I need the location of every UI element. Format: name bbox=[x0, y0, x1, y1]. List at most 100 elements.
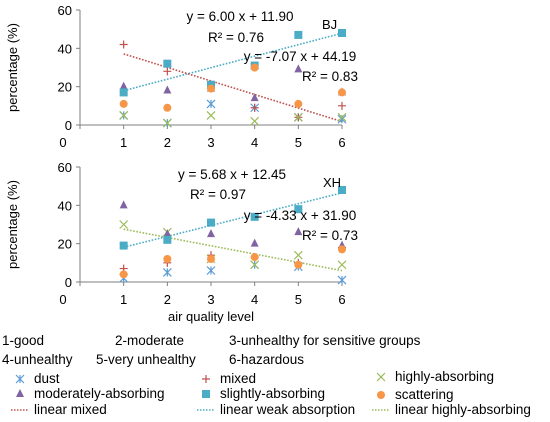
legend-item-scattering: scattering bbox=[377, 387, 454, 402]
legend-label: scattering bbox=[395, 387, 454, 402]
point-scattering bbox=[250, 253, 259, 262]
legend-label: linear weak absorption bbox=[220, 402, 355, 417]
x-tick-label: 0 bbox=[59, 292, 66, 307]
x-tick-label: 6 bbox=[338, 292, 345, 307]
y-tick-label: 40 bbox=[58, 198, 72, 213]
series-mixed bbox=[119, 243, 346, 273]
legend-item-mixed: mixed bbox=[202, 371, 256, 386]
trend-r2: R² = 0.73 bbox=[302, 228, 358, 243]
point-highly-absorbing bbox=[250, 260, 260, 270]
trendline-linear-weak-absorption bbox=[123, 32, 343, 92]
point-slightly-absorbing bbox=[250, 212, 259, 221]
level-legend-item: 4-unhealthy bbox=[2, 352, 73, 367]
legend-label: highly-absorbing bbox=[395, 369, 494, 384]
point-highly-absorbing bbox=[119, 110, 129, 120]
point-dust bbox=[206, 99, 216, 109]
trend-equation: y = -7.07 x + 44.19 bbox=[244, 49, 357, 64]
point-moderately-absorbing bbox=[207, 229, 215, 238]
point-highly-absorbing bbox=[162, 118, 172, 128]
legend-label: dust bbox=[34, 371, 60, 386]
legend-marker bbox=[15, 374, 25, 384]
series-scattering bbox=[119, 245, 346, 279]
point-slightly-absorbing bbox=[163, 59, 172, 68]
series-slightly-absorbing bbox=[119, 186, 346, 250]
trend-equation: y = -4.33 x + 31.90 bbox=[244, 208, 357, 223]
point-slightly-absorbing bbox=[338, 186, 346, 194]
point-moderately-absorbing bbox=[119, 200, 128, 209]
y-tick-label: 0 bbox=[65, 275, 72, 290]
point-moderately-absorbing bbox=[250, 93, 259, 102]
legend-marker bbox=[377, 391, 385, 399]
legend: 1-good 2-moderate 3-unhealthy for sensitiv… bbox=[2, 333, 531, 417]
x-tick-label: 3 bbox=[207, 135, 214, 150]
point-highly-absorbing bbox=[293, 250, 303, 260]
x-tick-label: 2 bbox=[164, 135, 171, 150]
point-slightly-absorbing bbox=[119, 88, 128, 97]
point-highly-absorbing bbox=[337, 260, 347, 270]
level-legend-item: 1-good bbox=[2, 333, 44, 348]
point-mixed bbox=[163, 67, 172, 76]
series-dust bbox=[119, 99, 347, 128]
point-scattering bbox=[207, 255, 215, 263]
y-tick-label: 20 bbox=[58, 237, 72, 252]
legend-item-linear-weak-absorption: linear weak absorption bbox=[197, 402, 355, 417]
point-highly-absorbing bbox=[293, 112, 303, 122]
legend-marker bbox=[376, 372, 386, 382]
point-scattering bbox=[338, 88, 346, 97]
trend-equation: y = 5.68 x + 12.45 bbox=[178, 167, 286, 182]
trend-r2: R² = 0.97 bbox=[190, 187, 246, 202]
point-slightly-absorbing bbox=[294, 30, 303, 39]
point-scattering bbox=[119, 270, 128, 279]
y-tick-label: 60 bbox=[58, 3, 72, 18]
x-tick-label: 5 bbox=[295, 135, 302, 150]
y-tick-label: 20 bbox=[58, 80, 72, 95]
trend-r2: R² = 0.83 bbox=[302, 69, 358, 84]
series-highly-absorbing bbox=[119, 110, 347, 128]
trend-equation: y = 6.00 x + 11.90 bbox=[186, 9, 293, 24]
y-tick-label: 40 bbox=[58, 41, 72, 56]
point-mixed bbox=[250, 103, 259, 112]
legend-label: linear mixed bbox=[34, 402, 107, 417]
point-slightly-absorbing bbox=[338, 29, 346, 37]
x-tick-label: 2 bbox=[164, 292, 171, 307]
point-scattering bbox=[163, 103, 172, 112]
point-scattering bbox=[207, 84, 215, 93]
x-tick-label: 3 bbox=[207, 292, 214, 307]
y-tick-label: 0 bbox=[65, 118, 72, 133]
point-highly-absorbing bbox=[250, 116, 260, 126]
station-label: BJ bbox=[322, 17, 337, 32]
point-highly-absorbing bbox=[119, 220, 129, 229]
point-mixed bbox=[119, 40, 128, 49]
legend-marker bbox=[202, 375, 210, 383]
legend-item-linear-mixed: linear mixed bbox=[11, 402, 107, 417]
point-scattering bbox=[294, 260, 303, 269]
point-dust bbox=[337, 114, 347, 124]
x-tick-label: 5 bbox=[295, 292, 302, 307]
point-slightly-absorbing bbox=[294, 205, 303, 214]
chart-xh: 0 20 40 60 0 1 2 3 4 5 6 percentage (%) air quality … bbox=[5, 160, 358, 324]
legend-item-dust: dust bbox=[15, 371, 60, 386]
station-label: XH bbox=[323, 175, 341, 190]
point-slightly-absorbing bbox=[119, 241, 128, 250]
point-scattering bbox=[338, 245, 346, 254]
legend-label: linear highly-absorbing bbox=[395, 402, 531, 417]
series-scattering bbox=[119, 63, 346, 112]
x-tick-label: 1 bbox=[120, 135, 127, 150]
point-highly-absorbing bbox=[337, 112, 347, 122]
point-moderately-absorbing bbox=[294, 64, 303, 73]
x-tick-label: 1 bbox=[120, 292, 127, 307]
point-moderately-absorbing bbox=[163, 85, 172, 94]
x-tick-label: 6 bbox=[338, 135, 345, 150]
legend-item-highly-absorbing: highly-absorbing bbox=[376, 369, 494, 384]
point-scattering bbox=[294, 99, 303, 108]
x-tick-label: 4 bbox=[251, 135, 258, 150]
level-legend-item: 5-very unhealthy bbox=[96, 352, 196, 367]
series-dust bbox=[119, 260, 347, 285]
x-tick-label: 0 bbox=[59, 135, 66, 150]
point-moderately-absorbing bbox=[119, 81, 128, 90]
x-tick-label: 4 bbox=[251, 292, 258, 307]
level-legend-item: 2-moderate bbox=[115, 333, 184, 348]
x-axis-label: air quality level bbox=[168, 309, 254, 324]
